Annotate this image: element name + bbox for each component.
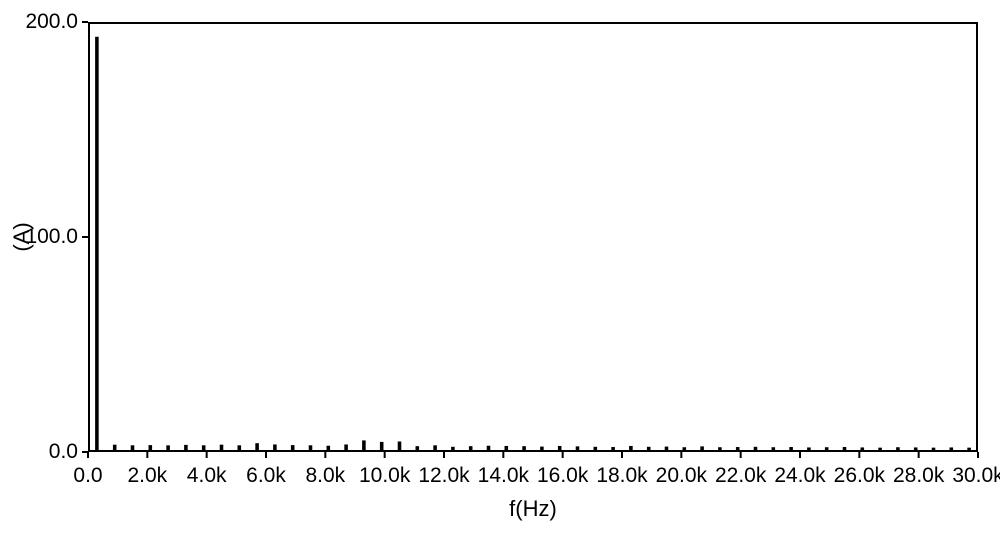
spectrum-bar — [416, 446, 420, 450]
spectrum-bar — [843, 447, 847, 450]
spectrum-bar — [718, 447, 722, 450]
spectrum-bar — [273, 444, 277, 450]
spectrum-bar — [487, 446, 491, 450]
spectrum-bar — [238, 445, 242, 450]
spectrum-bar — [629, 446, 633, 450]
spectrum-bar — [309, 445, 313, 450]
spectrum-bar — [433, 445, 437, 450]
spectrum-bar — [807, 447, 811, 450]
spectrum-bar — [540, 447, 544, 450]
spectrum-bar — [398, 441, 402, 450]
spectrum-svg — [0, 0, 1000, 556]
spectrum-bar — [772, 447, 776, 450]
spectrum-bar — [131, 445, 135, 450]
spectrum-bar — [825, 447, 829, 450]
spectrum-bar — [665, 447, 669, 450]
spectrum-bar — [220, 445, 224, 450]
spectrum-bar — [950, 447, 954, 450]
spectrum-bar — [878, 448, 882, 450]
spectrum-bar — [861, 447, 865, 450]
spectrum-bar — [255, 443, 259, 450]
spectrum-bar — [291, 445, 295, 450]
spectrum-bar — [113, 445, 117, 450]
spectrum-bar — [344, 444, 348, 450]
spectrum-bar — [95, 37, 99, 450]
spectrum-bar — [647, 447, 651, 450]
spectrum-bar — [594, 447, 598, 450]
spectrum-bar — [451, 447, 455, 450]
spectrum-bar — [149, 445, 153, 450]
spectrum-bar — [505, 446, 509, 450]
spectrum-bar — [736, 447, 740, 450]
spectrum-bar — [611, 447, 615, 450]
spectrum-bar — [558, 446, 562, 450]
spectrum-bar — [700, 446, 704, 450]
spectrum-bar — [967, 448, 971, 450]
spectrum-bar — [184, 445, 188, 450]
spectrum-bar — [380, 442, 384, 450]
spectrum-bar — [789, 447, 793, 450]
spectrum-bar — [166, 445, 170, 450]
spectrum-bar — [683, 447, 687, 450]
spectrum-bar — [362, 440, 366, 450]
spectrum-bar — [914, 447, 918, 450]
spectrum-bar — [576, 446, 580, 450]
spectrum-bar — [932, 448, 936, 450]
spectrum-bar — [896, 447, 900, 450]
spectrum-figure: (A) 0.0100.0200.0 0.02.0k4.0k6.0k8.0k10.… — [0, 0, 1000, 556]
spectrum-bar — [327, 446, 331, 450]
spectrum-bar — [202, 445, 206, 450]
spectrum-bar — [522, 446, 526, 450]
spectrum-bar — [469, 446, 473, 450]
spectrum-bar — [754, 447, 758, 450]
